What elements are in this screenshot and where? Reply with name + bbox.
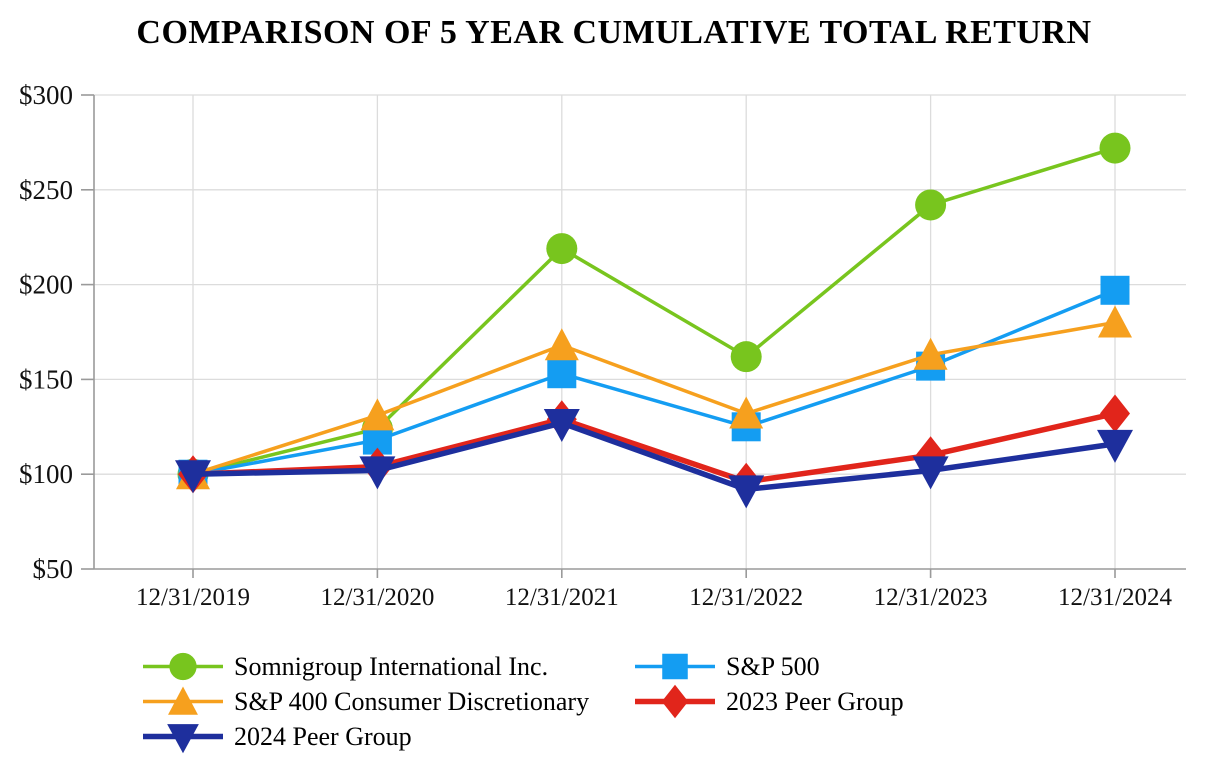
- circle-legend-swatch: [143, 652, 223, 681]
- triangle-up-legend-swatch: [143, 686, 223, 715]
- circle-marker: [915, 189, 947, 221]
- legend-label: 2024 Peer Group: [234, 721, 412, 751]
- series-somnigroup-international-inc-: [177, 132, 1131, 490]
- triangle-up-marker: [168, 686, 198, 715]
- square-legend-swatch: [635, 653, 715, 680]
- triangle-down-marker: [912, 456, 949, 490]
- y-tick-label: $150: [19, 364, 73, 394]
- legend-item-s-p-400-consumer-discretionary: S&P 400 Consumer Discretionary: [141, 684, 633, 719]
- y-tick-label: $50: [33, 554, 74, 584]
- x-tick-label: 12/31/2020: [320, 584, 434, 611]
- triangle-down-marker: [728, 475, 765, 509]
- triangle-down-marker: [1097, 429, 1133, 463]
- chart-title: COMPARISON OF 5 YEAR CUMULATIVE TOTAL RE…: [136, 14, 1092, 51]
- y-tick-label: $200: [19, 270, 73, 300]
- legend-item-somnigroup-international-inc-: Somnigroup International Inc.: [141, 649, 633, 684]
- y-tick-label: $100: [19, 459, 73, 489]
- square-marker: [547, 359, 577, 389]
- legend-label: S&P 500: [726, 651, 820, 681]
- legend-item-s-p-500: S&P 500: [633, 649, 904, 684]
- square-marker: [1100, 275, 1130, 305]
- chart-legend: Somnigroup International Inc. S&P 500 S&P …: [141, 649, 904, 754]
- triangle-down-marker: [543, 409, 580, 443]
- legend-label: Somnigroup International Inc.: [234, 651, 549, 681]
- triangle-down-marker: [167, 724, 199, 754]
- triangle-up-marker: [729, 396, 764, 429]
- legend-label: 2023 Peer Group: [726, 686, 904, 716]
- diamond-legend-swatch: [635, 684, 715, 719]
- x-tick-label: 12/31/2021: [505, 584, 619, 611]
- circle-marker: [730, 341, 762, 373]
- series-line: [191, 288, 1117, 476]
- triangle-up-marker: [544, 328, 579, 361]
- diamond-marker: [661, 684, 689, 719]
- square-marker: [662, 653, 688, 680]
- line-chart: $50 $100 $150 $200 $250 $300 12/31/2019 12/31/2…: [19, 80, 1186, 611]
- x-tick-label: 12/31/2022: [689, 584, 803, 611]
- circle-marker: [546, 233, 578, 265]
- legend-label: S&P 400 Consumer Discretionary: [234, 686, 590, 716]
- y-tick-label: $250: [19, 175, 73, 205]
- series-2024-peer-group: [175, 409, 1133, 509]
- diamond-marker: [1100, 394, 1130, 433]
- x-tick-label: 12/31/2024: [1058, 584, 1172, 611]
- y-tick-label: $300: [19, 80, 73, 110]
- triangle-down-legend-swatch: [143, 724, 223, 754]
- circle-marker: [169, 652, 197, 681]
- triangle-up-marker: [1098, 305, 1132, 338]
- x-tick-label: 12/31/2019: [136, 584, 250, 611]
- triangle-down-marker: [175, 460, 211, 494]
- series-line: [190, 420, 1118, 493]
- series-2023-peer-group: [178, 394, 1130, 501]
- legend-item-2024-peer-group: 2024 Peer Group: [141, 719, 633, 754]
- circle-marker: [1099, 132, 1131, 164]
- series-line: [191, 320, 1117, 476]
- series-line: [190, 410, 1118, 485]
- x-tick-label: 12/31/2023: [874, 584, 988, 611]
- series-line: [191, 146, 1117, 476]
- triangle-down-marker: [359, 456, 396, 490]
- triangle-up-marker: [913, 337, 948, 370]
- legend-item-2023-peer-group: 2023 Peer Group: [633, 684, 904, 719]
- triangle-up-marker: [360, 398, 395, 431]
